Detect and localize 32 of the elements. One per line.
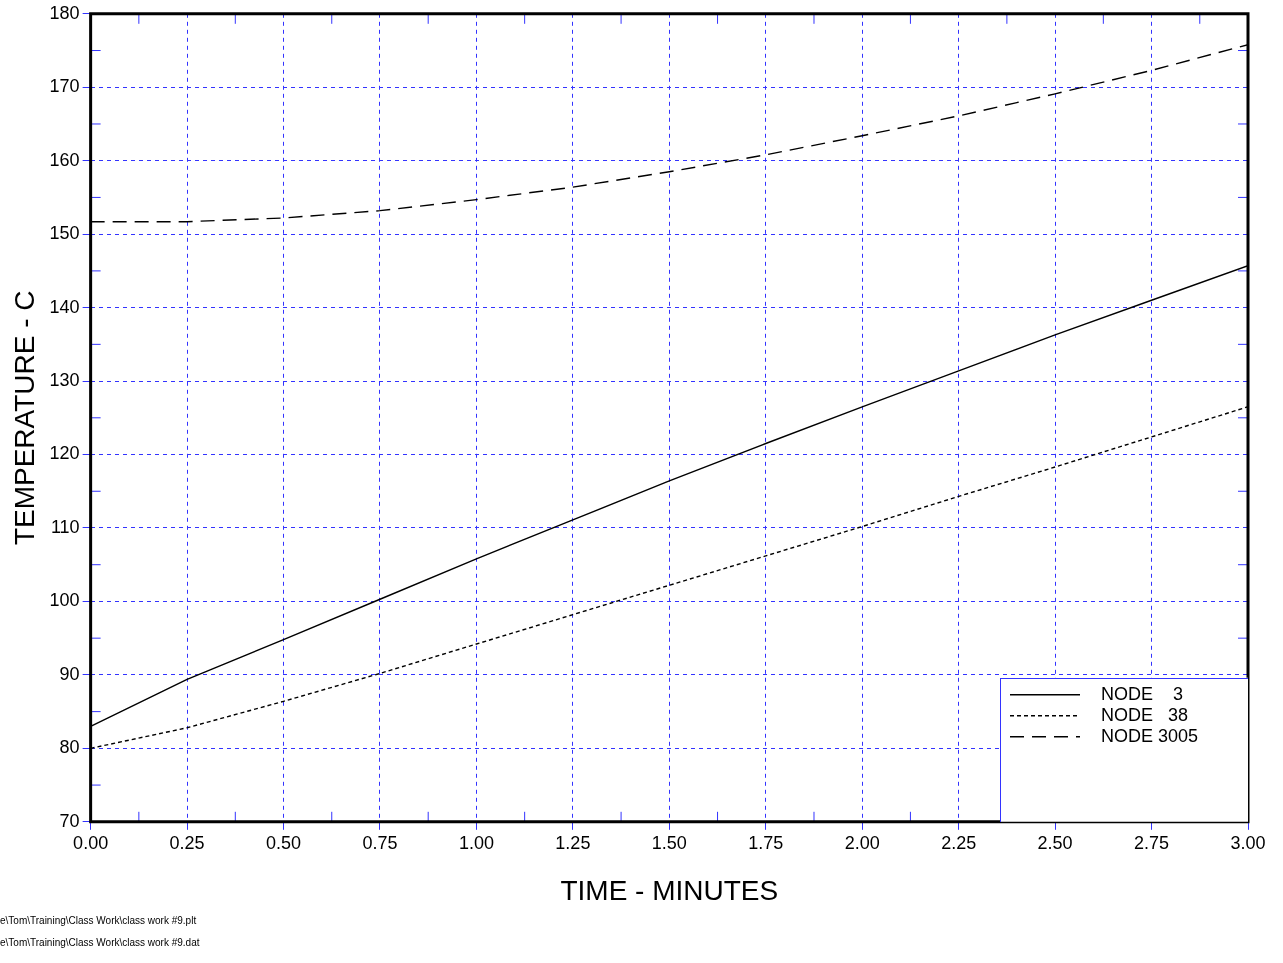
x-tick-label: 0.25 (169, 832, 205, 853)
x-tick-label: 1.75 (748, 832, 784, 853)
y-tick-label: 140 (49, 296, 80, 317)
x-tick-label: 3.00 (1230, 832, 1266, 853)
legend-label: NODE 38 (1101, 704, 1189, 725)
y-tick-label: 110 (50, 516, 80, 537)
x-tick-label: 2.00 (844, 832, 880, 853)
x-tick-label: 2.25 (941, 832, 977, 853)
legend-label: NODE 3005 (1101, 725, 1199, 746)
y-tick-label: 160 (49, 149, 80, 170)
legend-label: NODE 3 (1101, 683, 1184, 704)
y-tick-label: 180 (49, 2, 80, 23)
x-tick-label: 0.50 (266, 832, 302, 853)
x-axis-title: TIME - MINUTES (560, 874, 779, 906)
text: e\Tom\Training\Class Work\class work #9.dat (0, 937, 200, 948)
y-tick-label: 130 (49, 370, 80, 391)
y-tick-label: 80 (59, 737, 80, 758)
x-tick-label: 2.50 (1037, 832, 1073, 853)
y-axis-title: TEMPERATURE - C (8, 290, 40, 546)
y-tick-label: 100 (49, 590, 80, 611)
y-tick-label: 70 (59, 810, 80, 831)
x-tick-label: 0.00 (73, 832, 109, 853)
y-tick-label: 170 (49, 76, 80, 97)
x-tick-label: 1.00 (458, 832, 494, 853)
y-tick-label: 90 (59, 663, 80, 684)
x-tick-label: 1.50 (651, 832, 687, 853)
y-tick-label: 120 (49, 443, 80, 464)
text: e\Tom\Training\Class Work\class work #9.plt (0, 915, 197, 926)
y-tick-label: 150 (49, 223, 80, 244)
x-tick-label: 2.75 (1134, 832, 1170, 853)
x-tick-label: 0.75 (362, 832, 398, 853)
x-tick-label: 1.25 (555, 832, 591, 853)
